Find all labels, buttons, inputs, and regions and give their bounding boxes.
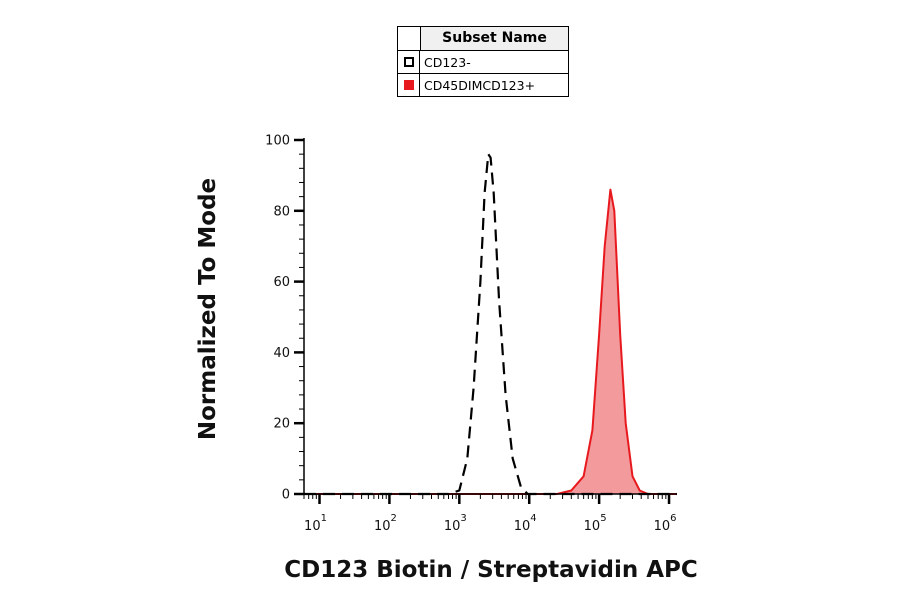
- y-tick-label: 40: [273, 346, 290, 361]
- legend-swatch: [398, 74, 420, 96]
- legend-header: Subset Name: [398, 27, 568, 51]
- y-axis-title: Normalized To Mode: [195, 178, 221, 440]
- y-tick-label: 100: [265, 134, 290, 149]
- y-tick-label: 0: [282, 488, 290, 503]
- legend-label: CD45DIMCD123+: [424, 77, 536, 93]
- legend: Subset Name CD123- CD45DIMCD123+: [397, 26, 569, 97]
- x-tick-label: 103: [444, 513, 467, 534]
- x-tick-label: 106: [654, 513, 677, 534]
- swatch-filled-icon: [403, 80, 414, 90]
- series-line-cd45dimcd123pos: [304, 188, 677, 495]
- series-line-cd123neg: [304, 153, 677, 496]
- legend-item: CD45DIMCD123+: [398, 74, 568, 96]
- legend-swatch: [398, 51, 420, 73]
- series-area-cd45dimcd123pos: [304, 189, 677, 494]
- y-tick-label: 60: [273, 275, 290, 290]
- plot-area: [304, 153, 677, 496]
- legend-item: CD123-: [398, 51, 568, 74]
- legend-header-title: Subset Name: [421, 27, 568, 50]
- x-tick-label: 104: [514, 513, 537, 534]
- legend-header-spacer: [398, 27, 421, 50]
- axes: 0 20 40 60 80 100 101 102 103 104 105 106: [265, 134, 677, 534]
- x-tick-label: 101: [304, 513, 327, 534]
- y-tick-label: 80: [273, 204, 290, 219]
- swatch-outline-icon: [403, 57, 414, 67]
- x-tick-label: 102: [374, 513, 397, 534]
- x-tick-label: 105: [584, 513, 607, 534]
- y-tick-label: 20: [273, 417, 290, 432]
- x-axis-title: CD123 Biotin / Streptavidin APC: [284, 557, 698, 583]
- legend-label: CD123-: [424, 54, 471, 70]
